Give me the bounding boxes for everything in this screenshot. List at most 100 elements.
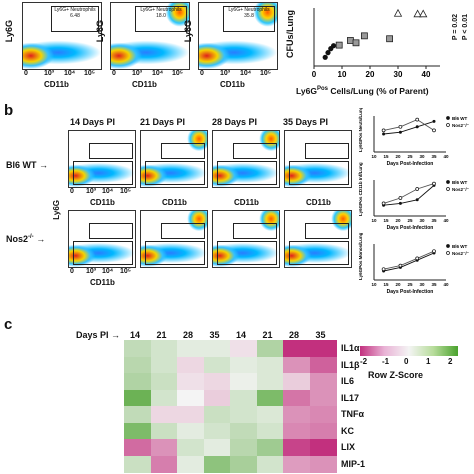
flow-plot-nos2-14: [68, 210, 136, 268]
x-axis-label: CD11b: [132, 80, 157, 89]
heatmap-cell: [177, 340, 204, 357]
legend-label: Bl6 WT: [452, 244, 468, 249]
y-axis-label: Ly6G: [52, 200, 61, 220]
heatmap-row-label: IL17: [341, 392, 360, 403]
series-point-wt: [415, 198, 419, 202]
mini-x-tick: 15: [383, 282, 389, 287]
x-tick: 0: [200, 70, 204, 77]
x-tick: 0: [70, 188, 74, 195]
gate: [305, 143, 349, 159]
day-title: 14 Days PI: [70, 117, 116, 127]
mini-x-tick: 25: [407, 218, 413, 223]
heatmap-cell: [203, 373, 231, 390]
mini-x-tick: 25: [407, 154, 413, 159]
heatmap-row-label: KC: [341, 425, 354, 436]
heatmap-column-label: 21: [262, 330, 273, 340]
flow-plot-a3: Ly6G+ Neutrophils 35.8: [198, 2, 278, 70]
mini-x-tick: 20: [395, 218, 401, 223]
x-tick: 0: [112, 70, 116, 77]
x-tick: 10³: [220, 70, 231, 77]
day-title: 21 Days PI: [140, 117, 186, 127]
gate: [217, 241, 277, 265]
heatmap-cell: [203, 340, 231, 357]
heatmap-cell: [230, 389, 257, 407]
series-point-nos2: [398, 196, 403, 200]
mini-x-tick: 10: [371, 154, 377, 159]
data-point: [419, 9, 428, 18]
data-point: [347, 37, 354, 44]
heatmap-cell: [177, 373, 204, 390]
gate: [161, 223, 205, 239]
heatmap-cell: [230, 422, 257, 440]
series-point-wt: [382, 132, 386, 136]
mini-x-tick: 35: [431, 154, 437, 159]
legend-marker: [446, 180, 450, 184]
mini-x-label: Days Post-Infection: [387, 289, 434, 295]
x-tick: 0: [70, 268, 74, 275]
heatmap-cell: [177, 356, 204, 374]
gate: [73, 161, 133, 185]
zscore-tick: -2: [360, 357, 368, 366]
x-axis-label: CD11b: [220, 80, 245, 89]
heatmap-cell: [230, 455, 257, 473]
heatmap-row-label: TNFα: [341, 409, 365, 419]
heatmap-cell: [256, 455, 284, 473]
series-point-nos2: [381, 201, 386, 206]
row-label-nos2: Nos2-/- →: [6, 234, 46, 244]
zscore-color-key: [360, 346, 458, 356]
heatmap-cell: [256, 406, 284, 423]
y-axis-label: Ly6G: [4, 20, 14, 43]
gate-label: Ly6G+ Neutrophils: [54, 7, 96, 13]
x-tick: 10⁴: [240, 70, 252, 77]
flow-plot-nos2-35: [284, 210, 352, 268]
gate: [145, 241, 205, 265]
series-point-nos2: [381, 267, 386, 272]
day-title: 35 Days PI: [283, 117, 329, 127]
series-line-nos2: [383, 119, 435, 131]
gate: [233, 143, 277, 159]
zscore-tick: 2: [448, 357, 453, 366]
legend-label: Bl6 WT: [452, 180, 468, 185]
heatmap-column-label: 28: [289, 330, 300, 340]
x-tick-label: 0: [312, 70, 317, 79]
stat-p-001: P < 0.01: [462, 14, 469, 41]
mini-x-tick: 30: [419, 218, 425, 223]
mini-x-tick: 35: [431, 218, 437, 223]
heatmap-cell: [150, 439, 178, 456]
mini-x-tick: 10: [371, 282, 377, 287]
heatmap-cell: [124, 356, 151, 374]
heatmap-cell: [150, 406, 178, 423]
x-tick: 10⁵: [84, 70, 96, 77]
heatmap-column-label: 35: [209, 330, 220, 340]
series-line-nos2: [383, 183, 435, 204]
gate: [217, 161, 277, 185]
legend-marker: [446, 244, 450, 248]
mini-x-tick: 20: [395, 282, 401, 287]
mini-x-tick: 35: [431, 282, 437, 287]
zscore-title: Row Z-Score: [368, 370, 424, 380]
x-tick: 10⁵: [120, 268, 132, 275]
mini-x-tick: 30: [419, 282, 425, 287]
x-axis-label: CD11b: [44, 80, 69, 89]
heatmap-cell: [230, 340, 257, 357]
series-point-wt: [398, 130, 402, 134]
y-axis-label: Ly6G: [95, 20, 105, 43]
neutrophil-gate: Ly6G+ Neutrophils 18.0: [135, 6, 187, 32]
gate-value: 18.0: [156, 13, 166, 19]
legend-label: Bl6 WT: [452, 116, 468, 121]
heatmap-cell: [256, 439, 284, 456]
legend-marker: [446, 187, 450, 191]
x-axis-label: CD11b: [90, 198, 115, 207]
heatmap-cell: [309, 356, 337, 374]
x-tick: 10³: [86, 268, 97, 275]
heatmap-cell: [150, 422, 178, 440]
heatmap-cell: [230, 439, 257, 456]
heatmap-cell: [203, 406, 231, 423]
heatmap-cell: [256, 422, 284, 440]
gate-value: 35.8: [244, 13, 254, 19]
days-pi-label: Days PI →: [76, 330, 121, 340]
zscore-tick: 1: [426, 357, 431, 366]
heatmap-cell: [309, 439, 337, 456]
heatmap-cell: [150, 373, 178, 390]
x-tick: 10⁵: [260, 70, 272, 77]
